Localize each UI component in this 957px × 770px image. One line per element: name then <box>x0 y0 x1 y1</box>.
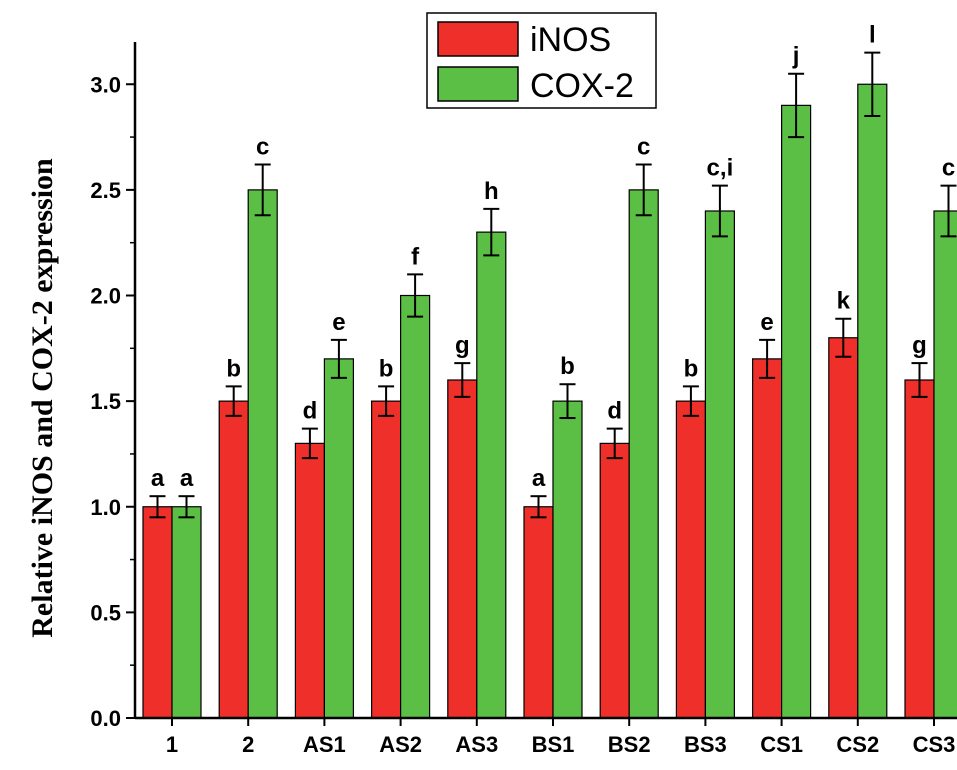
significance-label: a <box>532 465 546 492</box>
significance-label: a <box>151 465 165 492</box>
significance-label: d <box>607 398 622 425</box>
error-bar <box>225 385 242 417</box>
bar-cox2-as2 <box>400 294 431 719</box>
bar-inos-cs2 <box>828 337 859 719</box>
error-bar <box>940 184 957 238</box>
bar-inos-1 <box>142 506 173 719</box>
error-bar <box>559 383 576 420</box>
error-bar <box>911 362 928 398</box>
significance-label: b <box>560 353 575 380</box>
bar-inos-2 <box>218 400 249 719</box>
significance-label: c <box>942 155 955 182</box>
bar-cox2-as1 <box>323 358 354 719</box>
bar-inos-bs1 <box>523 506 554 719</box>
bar-inos-bs2 <box>599 442 630 719</box>
bar-cox2-1 <box>171 506 202 719</box>
x-tick-label: 1 <box>166 732 178 757</box>
x-tick-label: AS2 <box>379 732 422 757</box>
error-bar <box>454 362 471 398</box>
significance-label: e <box>332 309 345 336</box>
x-tick-label: BS3 <box>684 732 727 757</box>
error-bar <box>835 317 852 358</box>
significance-label: b <box>226 355 241 382</box>
axes-layer <box>126 42 957 726</box>
y-tick-label: 0.0 <box>90 706 121 731</box>
significance-label: a <box>180 465 194 492</box>
error-bar <box>635 163 652 217</box>
significance-label: f <box>411 243 420 270</box>
y-tick-label: 2.5 <box>90 178 121 203</box>
legend-label-inos: iNOS <box>530 21 611 59</box>
legend-swatch-cox2 <box>437 66 519 102</box>
legend-label-cox2: COX-2 <box>530 67 634 105</box>
bar-inos-bs3 <box>675 400 707 719</box>
bar-cox2-bs3 <box>704 210 736 719</box>
significance-label: l <box>869 22 876 49</box>
error-bar <box>682 385 699 417</box>
error-bar <box>378 385 395 417</box>
error-bar <box>530 495 547 519</box>
error-bar <box>254 163 271 217</box>
x-tick-label: CS3 <box>913 732 956 757</box>
bar-inos-as1 <box>294 442 325 719</box>
significance-label: g <box>912 332 927 359</box>
error-bar <box>788 72 805 139</box>
bar-cox2-bs2 <box>628 189 659 719</box>
significance-label: g <box>455 332 470 359</box>
x-tick-label: 2 <box>242 732 254 757</box>
significance-label: b <box>379 355 394 382</box>
x-tick-label: CS2 <box>836 732 879 757</box>
significance-label: e <box>760 309 773 336</box>
significance-label: c <box>256 134 269 161</box>
y-axis-label: Relative iNOS and COX-2 expression <box>26 158 59 638</box>
bar-inos-cs1 <box>751 358 783 719</box>
y-tick-label: 0.5 <box>90 600 121 625</box>
error-bar <box>483 207 500 257</box>
y-tick-label: 3.0 <box>90 72 121 97</box>
y-tick-label: 2.0 <box>90 284 121 309</box>
significance-label: j <box>792 43 800 70</box>
bars-layer <box>142 83 957 719</box>
significance-label: b <box>684 355 699 382</box>
error-bars-layer <box>149 51 957 519</box>
tick-labels-layer: 1 2 AS1 AS2 AS3 BS1 BS2 BS3 CS1 CS2 CS3 0.0 0.5 1.0 1.… <box>90 72 955 757</box>
bar-cox2-2 <box>247 189 278 719</box>
bar-cox2-cs3 <box>933 210 957 719</box>
y-tick-label: 1.5 <box>90 389 121 414</box>
legend-swatch-inos <box>437 21 519 57</box>
x-tick-label: AS1 <box>303 732 346 757</box>
error-bar <box>864 51 881 117</box>
error-bar <box>330 338 347 379</box>
bar-inos-as3 <box>447 379 478 719</box>
bar-cox2-cs2 <box>857 83 888 719</box>
bar-cox2-cs1 <box>780 104 812 719</box>
x-tick-label: CS1 <box>760 732 803 757</box>
significance-label: h <box>484 178 499 205</box>
bar-cox2-as3 <box>476 231 507 719</box>
x-tick-label: BS1 <box>532 732 575 757</box>
x-tick-label: BS2 <box>608 732 651 757</box>
legend: iNOS COX-2 <box>426 12 657 109</box>
bar-cox2-bs1 <box>552 400 583 719</box>
error-bar <box>759 338 776 379</box>
significance-label: d <box>303 398 318 425</box>
error-bar <box>407 273 424 318</box>
significance-label: c,i <box>707 155 734 182</box>
error-bar <box>301 427 318 460</box>
significance-label: k <box>837 288 851 315</box>
error-bar <box>149 495 166 519</box>
error-bar <box>178 495 195 519</box>
y-tick-label: 1.0 <box>90 495 121 520</box>
bar-inos-cs3 <box>904 379 935 719</box>
x-tick-label: AS3 <box>455 732 498 757</box>
significance-label: c <box>637 134 650 161</box>
error-bar <box>606 427 623 460</box>
bar-inos-as2 <box>371 400 402 719</box>
error-bar <box>711 184 728 238</box>
